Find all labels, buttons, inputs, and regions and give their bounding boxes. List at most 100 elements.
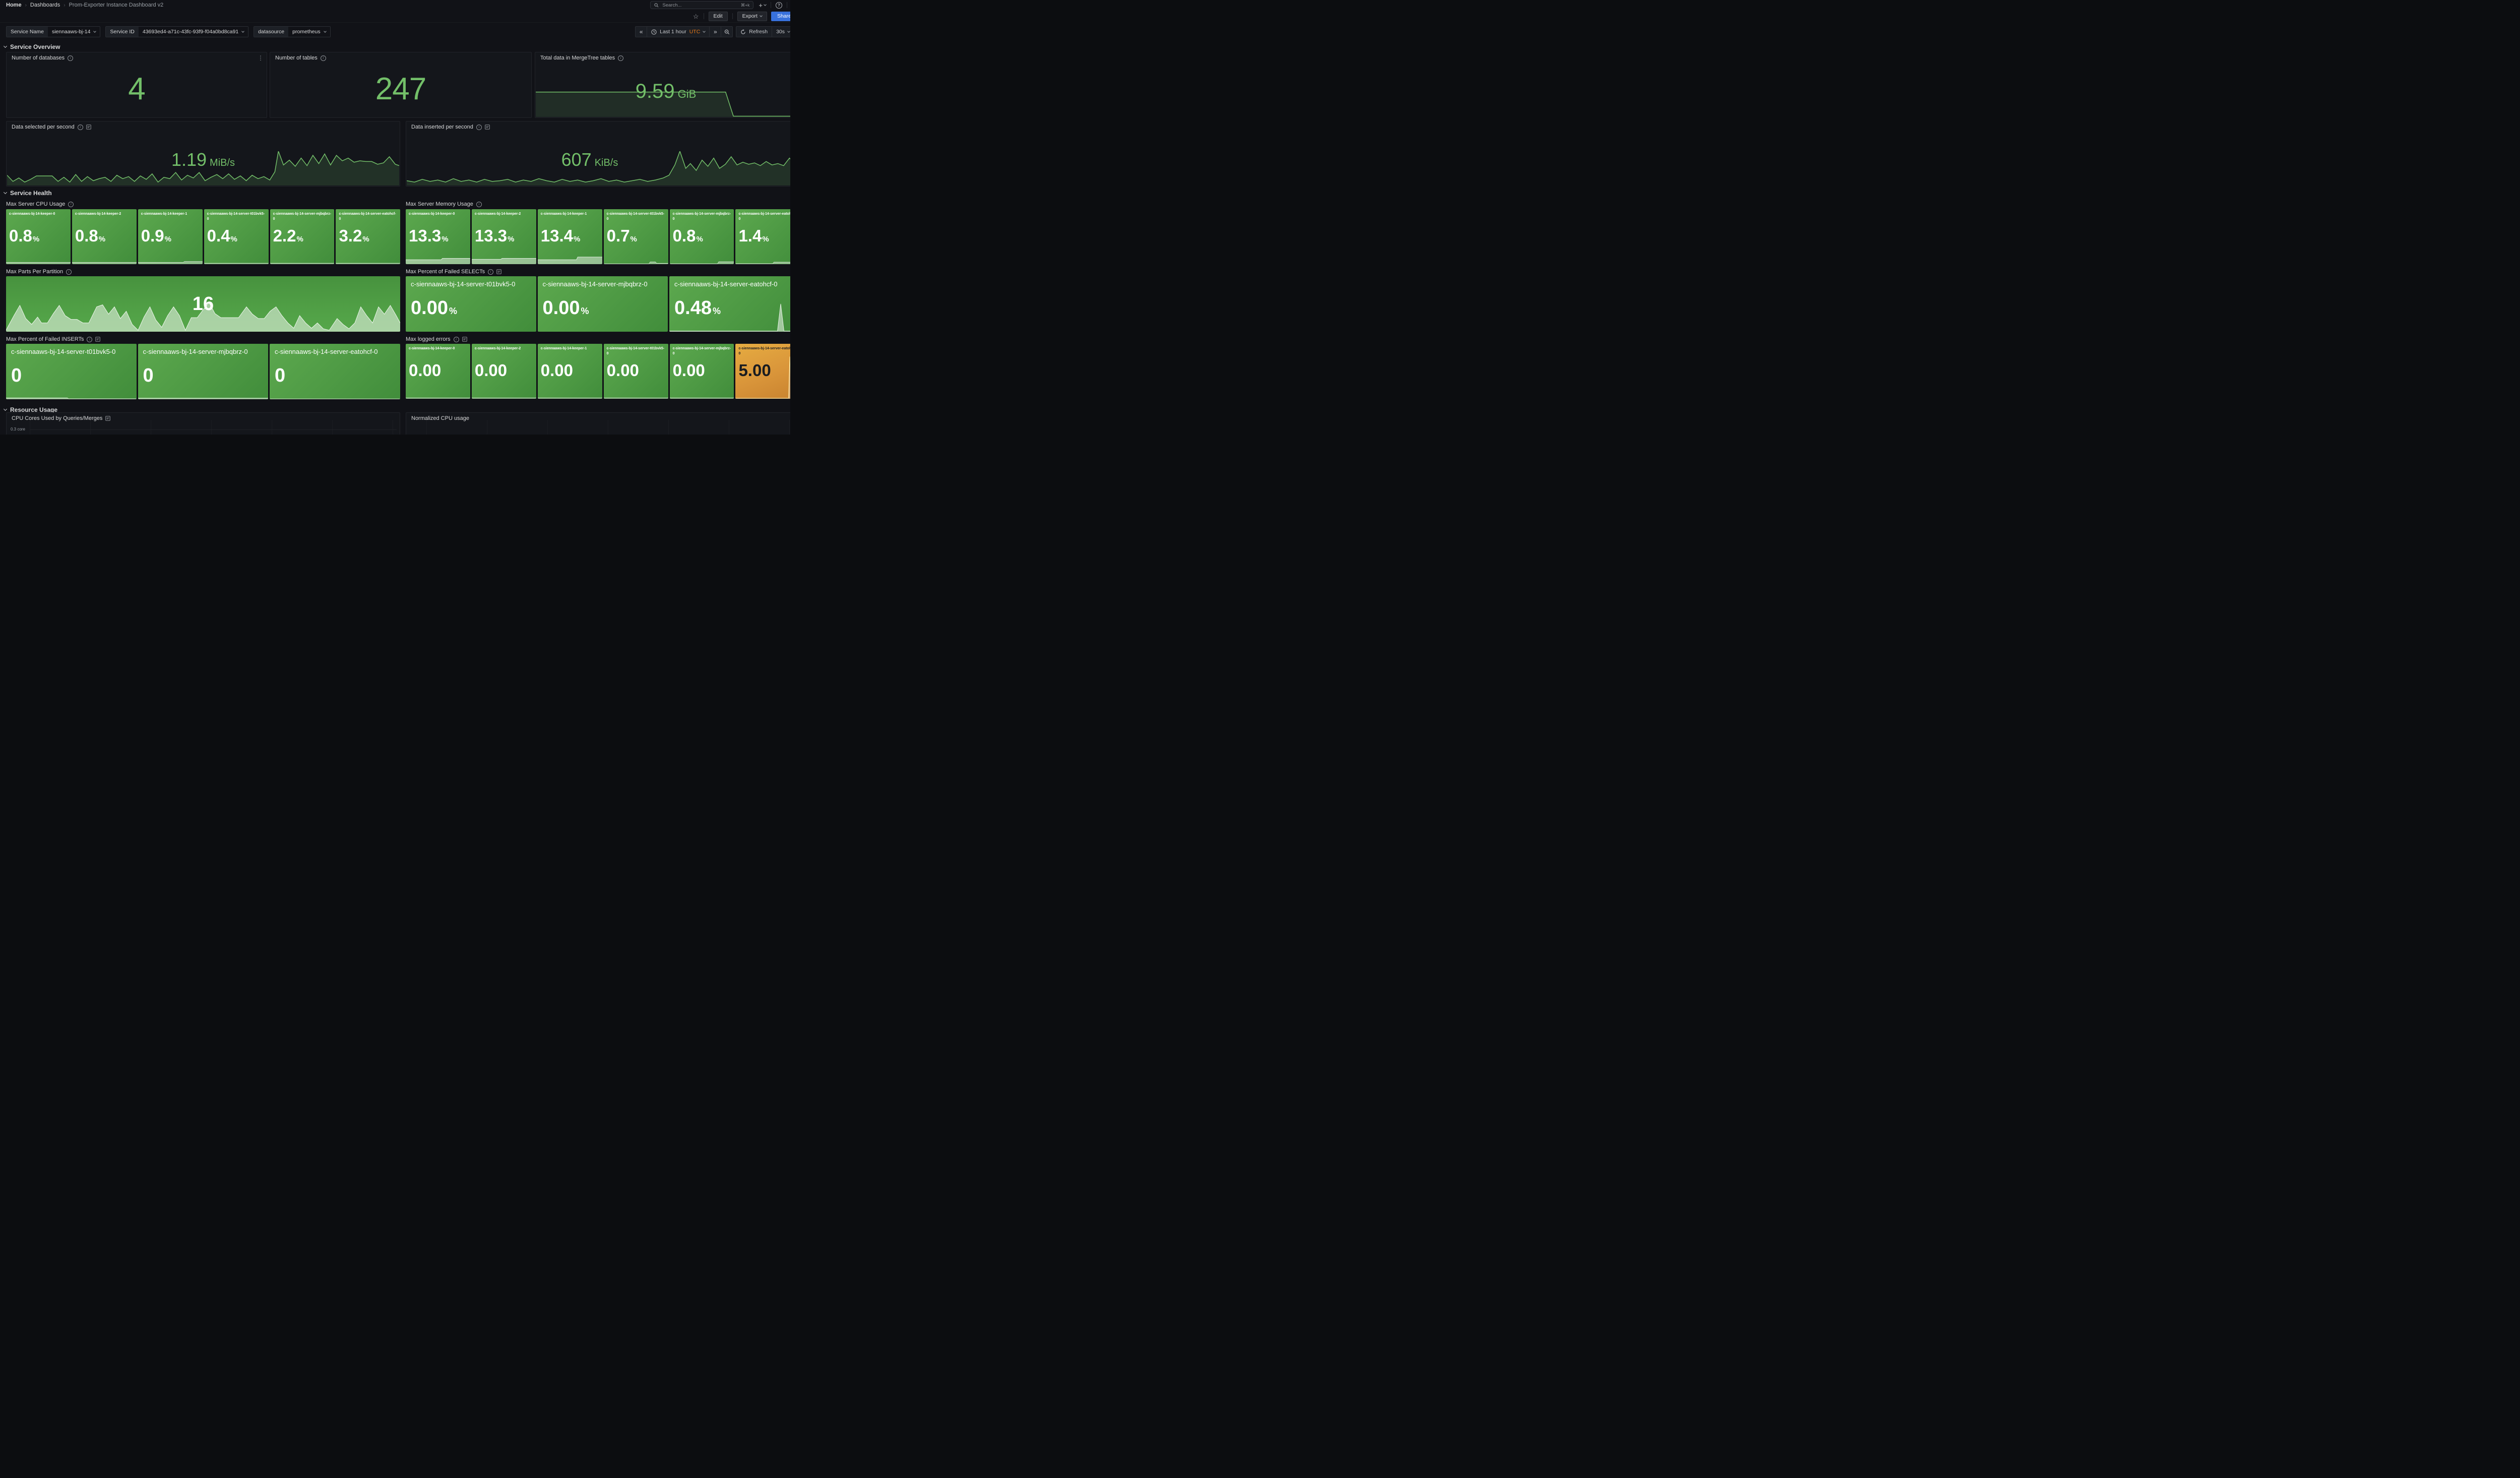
stat-tile[interactable]: c-siennaaws-bj-14-server-eatohcf-0 3.2% xyxy=(336,209,401,264)
panel-title[interactable]: Data inserted per second xyxy=(411,124,473,130)
stat-tile[interactable]: c-siennaaws-bj-14-server-eatohcf-0 0.48% xyxy=(669,276,790,332)
tile-server-name: c-siennaaws-bj-14-server-mjbqbrz-0 xyxy=(542,280,648,288)
refresh-button[interactable]: Refresh xyxy=(736,26,773,37)
tile-server-name: c-siennaaws-bj-14-server-t01bvk5-0 xyxy=(11,348,116,355)
tile-sparkline xyxy=(138,397,268,399)
tile-sparkline xyxy=(537,256,602,264)
stat-tile[interactable]: c-siennaaws-bj-14-server-t01bvk5-0 0.00% xyxy=(406,276,536,332)
stat-value: 4 xyxy=(128,72,145,106)
panel-title[interactable]: CPU Cores Used by Queries/Merges xyxy=(12,415,103,421)
stat-tile[interactable]: c-siennaaws-bj-14-keeper-1 0.9% xyxy=(138,209,203,264)
panel-link-icon[interactable] xyxy=(86,125,91,130)
time-range-picker[interactable]: Last 1 hour UTC xyxy=(647,26,710,37)
stat-tile[interactable]: c-siennaaws-bj-14-server-mjbqbrz-0 2.2% xyxy=(270,209,335,264)
panel-title[interactable]: Total data in MergeTree tables xyxy=(540,55,615,61)
panel-title-memory-usage[interactable]: Max Server Memory Usage i xyxy=(406,201,482,207)
y-axis-label: 0.3 core xyxy=(11,427,25,432)
chevron-down-icon xyxy=(3,190,8,195)
panel-title-cpu-usage[interactable]: Max Server CPU Usage i xyxy=(6,201,74,207)
stat-tile[interactable]: c-siennaaws-bj-14-server-mjbqbrz-0 0.00% xyxy=(537,276,668,332)
panel-link-icon[interactable] xyxy=(105,416,111,421)
panel-title[interactable]: Normalized CPU usage xyxy=(411,415,469,421)
service-id-filter[interactable]: Service ID 43693ed4-a71c-43fc-93f9-f04a0… xyxy=(105,26,249,37)
section-service-overview[interactable]: Service Overview xyxy=(3,43,60,50)
stat-tile[interactable]: c-siennaaws-bj-14-keeper-1 13.4% xyxy=(537,209,602,264)
stat-tile[interactable]: c-siennaaws-bj-14-server-t01bvk5-0 0.7% xyxy=(603,209,668,264)
tile-server-name: c-siennaaws-bj-14-keeper-1 xyxy=(540,212,587,216)
stat-tile[interactable]: c-siennaaws-bj-14-keeper-2 0.00 xyxy=(471,344,536,399)
tile-value: 13.3% xyxy=(409,226,449,245)
stat-value: 607 KiB/s xyxy=(561,149,618,170)
info-icon[interactable]: i xyxy=(476,124,482,130)
breadcrumb-dashboards[interactable]: Dashboards xyxy=(30,2,60,8)
edit-button[interactable]: Edit xyxy=(708,11,728,21)
tile-value: 0 xyxy=(275,365,286,386)
search-field[interactable] xyxy=(661,2,738,9)
panel-title-logged-errors[interactable]: Max logged errors i xyxy=(406,336,467,342)
panel-title[interactable]: Number of databases xyxy=(12,55,65,61)
stat-tile[interactable]: c-siennaaws-bj-14-server-t01bvk5-0 0.00 xyxy=(603,344,668,399)
breadcrumb-home[interactable]: Home xyxy=(6,2,22,8)
info-icon[interactable]: i xyxy=(77,124,83,130)
cpu-usage-tiles: c-siennaaws-bj-14-keeper-0 0.8% c-siennaaw… xyxy=(6,209,401,264)
panel-data-selected: Data selected per second i 1.19 MiB/s xyxy=(6,121,400,187)
panel-title[interactable]: Number of tables xyxy=(275,55,318,61)
top-nav: Home › Dashboards › Prom-Exporter Instan… xyxy=(0,0,790,10)
info-icon[interactable]: i xyxy=(87,336,93,342)
time-shift-forward-button[interactable]: » xyxy=(709,26,722,37)
search-input[interactable]: ⌘+k xyxy=(650,1,754,9)
panel-title-failed-selects[interactable]: Max Percent of Failed SELECTs i xyxy=(406,269,501,275)
time-shift-back-button[interactable]: « xyxy=(635,26,648,37)
stat-tile[interactable]: c-siennaaws-bj-14-server-eatohcf-0 0 xyxy=(270,344,400,399)
help-icon[interactable]: ? xyxy=(776,2,782,9)
zoom-out-button[interactable] xyxy=(721,26,733,37)
info-icon[interactable]: i xyxy=(68,55,74,61)
info-icon[interactable]: i xyxy=(488,269,494,275)
star-icon[interactable]: ☆ xyxy=(692,12,699,20)
stat-tile[interactable]: c-siennaaws-bj-14-server-t01bvk5-0 0 xyxy=(6,344,137,399)
filter-value: prometheus xyxy=(292,29,321,35)
panel-title[interactable]: Data selected per second xyxy=(12,124,75,130)
info-icon[interactable]: i xyxy=(618,55,624,61)
add-button[interactable]: + xyxy=(759,2,767,9)
stat-tile[interactable]: c-siennaaws-bj-14-server-mjbqbrz-0 0.8% xyxy=(669,209,734,264)
panel-mergetree-total: Total data in MergeTree tables i 9.59 GiB xyxy=(535,52,790,118)
refresh-interval-picker[interactable]: 30s xyxy=(772,26,790,37)
stat-tile[interactable]: c-siennaaws-bj-14-keeper-1 0.00 xyxy=(537,344,602,399)
share-button[interactable]: Share xyxy=(771,11,790,21)
panel-title-max-parts[interactable]: Max Parts Per Partition i xyxy=(6,269,72,275)
stat-tile[interactable]: c-siennaaws-bj-14-keeper-2 13.3% xyxy=(471,209,536,264)
section-service-health[interactable]: Service Health xyxy=(3,190,52,197)
chevron-down-icon xyxy=(3,407,8,411)
service-name-filter[interactable]: Service Name siennaaws-bj-14 xyxy=(6,26,101,37)
panel-link-icon[interactable] xyxy=(496,269,501,274)
panel-link-icon[interactable] xyxy=(462,337,467,342)
stat-tile[interactable]: c-siennaaws-bj-14-keeper-2 0.8% xyxy=(72,209,137,264)
stat-tile[interactable]: c-siennaaws-bj-14-server-eatohcf-0 5.00 xyxy=(735,344,790,399)
export-button[interactable]: Export xyxy=(737,11,767,21)
stat-tile[interactable]: c-siennaaws-bj-14-keeper-0 0.8% xyxy=(6,209,71,264)
timezone-label: UTC xyxy=(689,29,701,35)
panel-link-icon[interactable] xyxy=(95,337,101,342)
stat-tile[interactable]: c-siennaaws-bj-14-keeper-0 0.00 xyxy=(406,344,470,399)
panel-title-failed-inserts[interactable]: Max Percent of Failed INSERTs i xyxy=(6,336,101,342)
panel-link-icon[interactable] xyxy=(485,125,490,130)
dashboard-body: Service Overview Number of databases i ⋮ … xyxy=(0,40,790,435)
panel-max-parts[interactable]: 16 xyxy=(6,276,400,332)
tile-sparkline xyxy=(537,397,602,399)
info-icon[interactable]: i xyxy=(453,336,459,342)
section-resource-usage[interactable]: Resource Usage xyxy=(3,406,57,413)
stat-tile[interactable]: c-siennaaws-bj-14-server-eatohcf-0 1.4% xyxy=(735,209,790,264)
info-icon[interactable]: i xyxy=(320,55,326,61)
info-icon[interactable]: i xyxy=(68,201,74,207)
info-icon[interactable]: i xyxy=(66,269,72,275)
datasource-filter[interactable]: datasource prometheus xyxy=(254,26,331,37)
stat-tile[interactable]: c-siennaaws-bj-14-server-mjbqbrz-0 0 xyxy=(138,344,268,399)
stat-tile[interactable]: c-siennaaws-bj-14-server-mjbqbrz-0 0.00 xyxy=(669,344,734,399)
stat-tile[interactable]: c-siennaaws-bj-14-keeper-0 13.3% xyxy=(406,209,470,264)
info-icon[interactable]: i xyxy=(476,201,482,207)
panel-menu-icon[interactable]: ⋮ xyxy=(258,54,264,61)
stat-tile[interactable]: c-siennaaws-bj-14-server-t01bvk5-0 0.4% xyxy=(204,209,269,264)
tile-value: 0.00% xyxy=(542,297,589,319)
tile-sparkline xyxy=(72,261,137,264)
